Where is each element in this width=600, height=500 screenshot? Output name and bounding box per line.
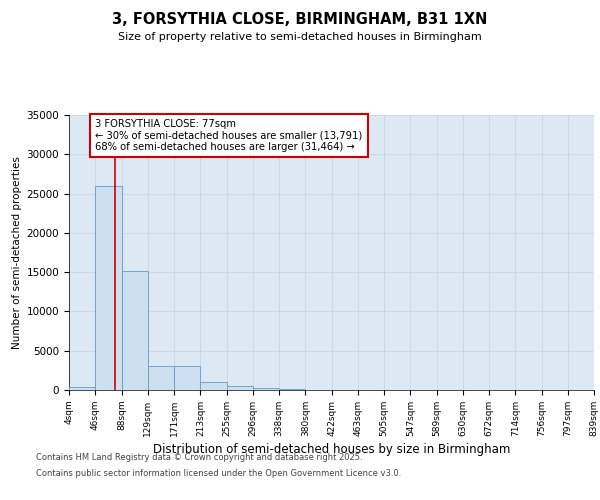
Text: 3, FORSYTHIA CLOSE, BIRMINGHAM, B31 1XN: 3, FORSYTHIA CLOSE, BIRMINGHAM, B31 1XN	[112, 12, 488, 28]
Bar	[122, 272, 148, 390]
Text: Contains public sector information licensed under the Open Government Licence v3: Contains public sector information licen…	[36, 468, 401, 477]
Bar	[174, 366, 200, 390]
Y-axis label: Number of semi-detached properties: Number of semi-detached properties	[13, 156, 22, 349]
Text: Size of property relative to semi-detached houses in Birmingham: Size of property relative to semi-detach…	[118, 32, 482, 42]
Bar	[200, 382, 227, 390]
Bar	[227, 386, 253, 390]
Text: 3 FORSYTHIA CLOSE: 77sqm
← 30% of semi-detached houses are smaller (13,791)
68% : 3 FORSYTHIA CLOSE: 77sqm ← 30% of semi-d…	[95, 119, 362, 152]
Bar	[69, 387, 95, 390]
Bar	[148, 366, 174, 390]
Bar	[95, 186, 122, 390]
Bar	[279, 389, 305, 390]
Bar	[253, 388, 279, 390]
Text: Contains HM Land Registry data © Crown copyright and database right 2025.: Contains HM Land Registry data © Crown c…	[36, 454, 362, 462]
X-axis label: Distribution of semi-detached houses by size in Birmingham: Distribution of semi-detached houses by …	[153, 443, 510, 456]
